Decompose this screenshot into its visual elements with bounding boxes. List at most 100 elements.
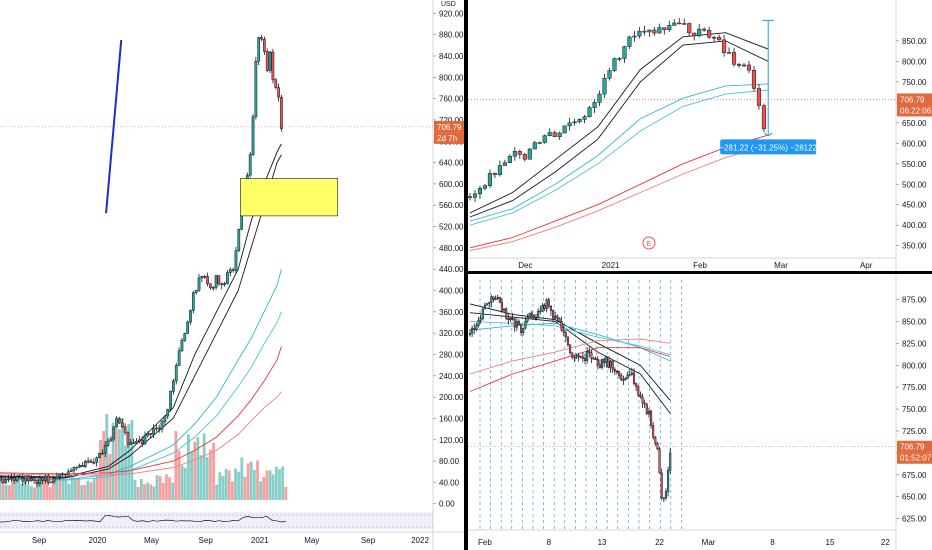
candle-body: [477, 320, 480, 326]
candle-body: [492, 173, 497, 175]
candle-body: [209, 283, 212, 288]
candle-body: [522, 154, 527, 160]
candle-body: [4, 479, 8, 484]
candle-body: [751, 69, 757, 89]
moving-average-line: [469, 320, 671, 356]
volume-bar: [278, 469, 281, 500]
volume-bar: [281, 466, 285, 500]
volume-bar: [230, 481, 234, 500]
candle-body: [174, 365, 178, 382]
candle-body: [497, 165, 502, 175]
volume-bar: [165, 474, 168, 500]
candle-body: [687, 23, 692, 34]
candle-body: [98, 453, 101, 459]
candle-body: [268, 51, 272, 71]
candle-body: [549, 305, 552, 311]
candle-body: [746, 64, 752, 71]
candle-body: [169, 391, 172, 410]
daily-chart-pane[interactable]: 850.00800.00750.00700.00650.00600.00550.…: [468, 0, 932, 271]
time-tick-label: Sep: [361, 536, 376, 545]
candle-body: [81, 465, 84, 467]
candle-body: [92, 462, 96, 464]
candle-body: [534, 317, 538, 320]
candle-body: [494, 298, 497, 300]
candle-body: [160, 421, 164, 430]
candle-body: [567, 122, 572, 127]
volume-bar: [36, 481, 40, 500]
price-tick-label: 80.00: [439, 457, 460, 466]
candle-body: [507, 155, 512, 163]
volume-bar: [67, 483, 71, 500]
candle-body: [761, 105, 766, 130]
candle-body: [618, 371, 621, 376]
candle-body: [547, 299, 550, 307]
moving-average-line: [0, 311, 282, 481]
daily-chart[interactable]: 850.00800.00750.00700.00650.00600.00550.…: [468, 0, 932, 271]
measure-label-box: [720, 139, 817, 155]
time-tick-label: May: [144, 536, 159, 545]
candle-body: [485, 303, 489, 306]
last-price-label: 706.79: [900, 95, 925, 104]
candle-body: [49, 481, 53, 484]
volume-bar: [196, 437, 200, 500]
candle-body: [146, 433, 150, 436]
price-tick-label: 650.00: [902, 119, 927, 128]
candle-body: [29, 478, 33, 482]
price-tick-label: 850.00: [902, 37, 927, 46]
candle-body: [137, 439, 141, 442]
candle-body: [613, 369, 616, 372]
volume-bar: [61, 477, 65, 500]
candle-body: [228, 269, 232, 273]
volume-bar: [218, 472, 222, 500]
candle-body: [248, 154, 252, 176]
candle-body: [180, 340, 184, 352]
candle-body: [0, 476, 2, 481]
candle-body: [477, 188, 483, 195]
candle-body: [588, 350, 591, 353]
candle-body: [254, 61, 258, 118]
candle-body: [203, 276, 207, 278]
candle-body: [639, 394, 642, 398]
candle-body: [577, 119, 582, 123]
price-tick-label: 920.00: [439, 9, 464, 18]
time-tick-label: 13: [598, 538, 607, 547]
candle-body: [566, 336, 570, 346]
candle-body: [24, 475, 27, 482]
candle-body: [143, 434, 147, 445]
price-tick-label: 600.00: [439, 180, 464, 189]
intraday-chart[interactable]: 875.00 850.00 825.00 800.00 775.00 750.00 725.…: [468, 274, 932, 550]
candle-body: [658, 448, 661, 474]
candle-body: [541, 305, 544, 312]
measure-arrow-head: [763, 132, 773, 137]
volume-bar: [105, 413, 109, 500]
horizontal-divider[interactable]: [468, 271, 932, 274]
candle-body: [579, 356, 582, 358]
candle-body: [44, 475, 47, 482]
time-tick-label: 22: [881, 538, 890, 547]
volume-bar: [95, 474, 99, 500]
vertical-divider[interactable]: [464, 0, 468, 550]
candle-body: [627, 36, 632, 47]
candle-body: [582, 116, 587, 120]
candle-body: [509, 318, 512, 320]
volume-bar: [205, 456, 209, 500]
candle-body: [172, 380, 175, 392]
candle-body: [537, 142, 542, 144]
price-tick-label: 750.00: [902, 405, 927, 414]
candle-body: [468, 332, 472, 335]
candle-body: [500, 301, 504, 311]
weekly-chart-pane[interactable]: USD 920.00 880.00 840.00 800.00 760.00 720.00 6…: [0, 0, 465, 550]
candle-body: [211, 287, 215, 289]
volume-bar: [155, 475, 159, 500]
candle-body: [592, 357, 595, 360]
candle-body: [547, 132, 552, 136]
intraday-chart-pane[interactable]: 875.00 850.00 825.00 800.00 775.00 750.00 725.…: [468, 274, 932, 550]
candle-body: [602, 77, 607, 95]
moving-average-line: [469, 40, 769, 218]
candle-body: [637, 30, 642, 37]
candle-body: [692, 32, 697, 37]
volume-bar: [243, 476, 247, 500]
time-tick-label: 2022: [411, 536, 429, 545]
volume-bar: [271, 474, 275, 500]
